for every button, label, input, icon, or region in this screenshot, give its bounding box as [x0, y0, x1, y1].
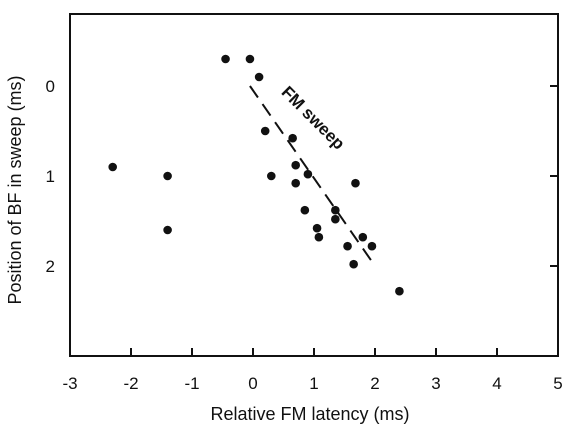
scatter-point [300, 205, 310, 215]
scatter-point [254, 72, 264, 82]
scatter-point [260, 126, 270, 136]
scatter-point [245, 54, 255, 64]
x-tick-label: 3 [431, 374, 440, 393]
scatter-point [343, 241, 352, 251]
scatter-point [291, 178, 301, 188]
x-tick-label: 5 [553, 374, 562, 393]
scatter-point [163, 225, 172, 235]
fm-sweep-line [249, 85, 376, 267]
scatter-point [312, 223, 322, 233]
plot-frame [69, 13, 559, 357]
scatter-point [395, 286, 404, 296]
ticks-layer: -3 -2 -1 0 1 2 3 4 5 0 1 2 [46, 77, 563, 393]
scatter-point [351, 178, 360, 188]
scatter-point [358, 232, 368, 242]
scatter-point [331, 205, 340, 215]
y-tick-label: 2 [46, 257, 55, 276]
y-tick-label: 1 [46, 167, 55, 186]
x-tick-label: 2 [370, 374, 379, 393]
y-tick-label: 0 [46, 77, 55, 96]
scatter-point [163, 171, 172, 181]
scatter-point [221, 54, 230, 64]
scatter-point [331, 214, 340, 224]
scatter-point [314, 232, 324, 242]
x-tick-label: -2 [123, 374, 138, 393]
scatter-point [291, 160, 301, 170]
x-tick-label: -1 [184, 374, 199, 393]
y-axis-label: Position of BF in sweep (ms) [5, 75, 25, 304]
x-tick-label: -3 [62, 374, 77, 393]
scatter-point [267, 171, 276, 181]
x-tick-label: 1 [309, 374, 318, 393]
x-tick-label: 0 [248, 374, 257, 393]
scatter-point [288, 133, 297, 143]
scatter-point [303, 169, 313, 179]
x-tick-label: 4 [492, 374, 501, 393]
x-axis-label: Relative FM latency (ms) [210, 404, 409, 424]
marks-layer [108, 54, 404, 296]
scatter-point [367, 241, 377, 251]
scatter-point [349, 259, 358, 269]
axes-layer [69, 13, 559, 357]
scatter-point [108, 162, 117, 172]
